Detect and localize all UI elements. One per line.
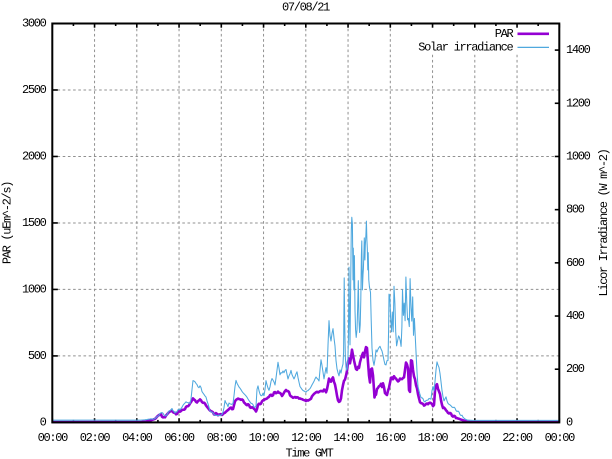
svg-text:1200: 1200 (566, 96, 591, 110)
svg-text:1000: 1000 (22, 282, 47, 296)
svg-text:PAR (uEm^-2/s): PAR (uEm^-2/s) (1, 182, 15, 264)
svg-text:1500: 1500 (22, 216, 47, 230)
svg-text:20:00: 20:00 (460, 431, 491, 445)
svg-text:08:00: 08:00 (207, 431, 238, 445)
svg-text:06:00: 06:00 (164, 431, 195, 445)
svg-text:Time GMT: Time GMT (285, 447, 333, 459)
svg-text:00:00: 00:00 (545, 431, 576, 445)
svg-text:22:00: 22:00 (502, 431, 533, 445)
svg-text:1000: 1000 (566, 150, 591, 164)
svg-text:400: 400 (566, 309, 585, 323)
svg-text:0: 0 (40, 415, 47, 429)
svg-text:200: 200 (566, 362, 585, 376)
svg-text:12:00: 12:00 (291, 431, 322, 445)
svg-text:02:00: 02:00 (80, 431, 111, 445)
svg-text:3000: 3000 (22, 17, 47, 31)
svg-text:14:00: 14:00 (333, 431, 364, 445)
svg-text:2500: 2500 (22, 83, 47, 97)
svg-text:10:00: 10:00 (249, 431, 280, 445)
svg-text:Solar irradiance: Solar irradiance (418, 41, 513, 55)
svg-text:0: 0 (566, 415, 573, 429)
svg-text:1400: 1400 (566, 43, 591, 57)
svg-text:18:00: 18:00 (418, 431, 449, 445)
svg-text:00:00: 00:00 (38, 431, 69, 445)
svg-text:800: 800 (566, 203, 585, 217)
svg-text:2000: 2000 (22, 150, 47, 164)
svg-text:PAR: PAR (495, 27, 514, 41)
svg-text:07/08/21: 07/08/21 (282, 0, 330, 14)
svg-text:500: 500 (28, 349, 47, 363)
svg-text:Licor Irradiance (W m^-2): Licor Irradiance (W m^-2) (597, 149, 611, 296)
svg-text:04:00: 04:00 (122, 431, 153, 445)
svg-text:600: 600 (566, 256, 585, 270)
svg-text:16:00: 16:00 (376, 431, 407, 445)
